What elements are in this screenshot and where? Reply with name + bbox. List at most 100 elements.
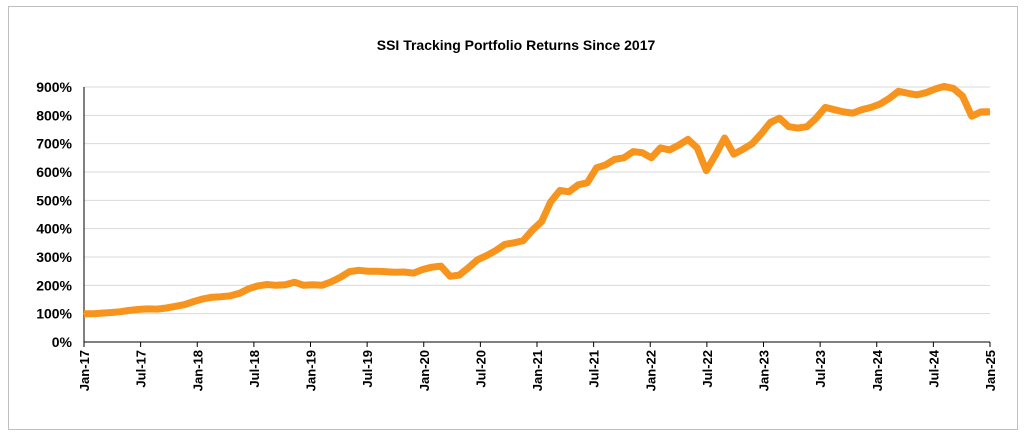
data-point [156,308,158,310]
data-point [202,298,204,300]
data-point [92,313,94,315]
data-point [330,281,332,283]
y-tick-label: 400% [36,221,72,237]
data-point [403,271,405,273]
data-point [852,112,854,114]
data-point [824,106,826,108]
data-point [751,143,753,145]
data-point [788,126,790,128]
data-point [257,285,259,287]
data-point [111,312,112,313]
data-point [175,305,176,307]
data-point [650,157,652,159]
data-point [870,106,872,108]
data-point [467,267,469,269]
data-point [687,138,689,140]
series-line [84,82,991,318]
data-point [229,295,231,297]
data-point [952,87,954,89]
x-axis-ticks: Jan-17 Jul-17 Jan-18 Jul-18 Jan-19 Jul-19 Jan-… [77,342,998,391]
data-point [678,144,680,146]
data-point [605,164,607,166]
data-point [550,201,552,203]
data-point [596,167,597,169]
y-tick-label: 900% [36,79,72,95]
data-point [367,270,369,272]
series-layer [83,82,991,318]
data-point [843,111,845,113]
data-point [660,147,661,149]
data-point [861,109,863,111]
y-tick-label: 300% [36,249,72,265]
data-point [239,292,241,294]
x-tick-label: Jul-19 [360,350,375,388]
y-axis-ticks: 0% 100% 200% 300% 400% 500% 600% 700% 800% 900% [36,79,72,350]
data-point [943,85,945,87]
data-point [577,184,579,186]
y-tick-label: 600% [36,164,72,180]
data-point [211,296,213,298]
data-point [962,95,963,97]
x-tick-label: Jan-24 [870,349,885,391]
x-tick-label: Jan-18 [190,350,205,391]
data-point [165,307,167,309]
data-point [632,151,634,153]
data-point [971,115,973,117]
data-point [321,284,323,286]
data-point [477,259,478,261]
data-point [879,103,881,105]
data-point [138,308,140,310]
data-point [101,312,103,314]
x-tick-label: Jan-22 [643,350,658,391]
data-point [422,269,424,270]
data-point [989,111,991,113]
x-tick-label: Jul-20 [473,350,488,388]
chart-frame [8,6,1018,430]
y-tick-label: 0% [52,334,73,350]
data-point [294,281,295,283]
data-point [522,240,524,242]
y-tick-label: 800% [36,107,72,123]
x-tick-label: Jan-17 [77,350,92,391]
data-point [449,275,451,277]
y-tick-label: 500% [36,192,72,208]
data-point [980,111,982,113]
data-point [815,117,817,119]
data-point [486,255,488,257]
data-point [440,265,442,267]
data-point [312,284,314,286]
data-point [220,296,222,298]
x-tick-label: Jul-18 [247,350,262,388]
data-point [431,266,433,268]
x-tick-label: Jul-17 [134,350,149,388]
data-point [458,274,460,276]
data-point [339,276,341,278]
data-point [376,270,378,272]
y-tick-label: 100% [36,306,72,322]
data-point [888,97,890,99]
data-point [531,229,533,231]
data-point [769,121,771,123]
data-point [760,133,762,135]
data-point [898,90,899,92]
data-point [147,308,149,310]
y-tick-label: 700% [36,136,72,152]
data-point [495,250,497,251]
x-tick-label: Jan-20 [417,350,432,391]
data-point [907,92,909,94]
data-point [541,221,543,223]
x-tick-label: Jul-22 [700,350,715,388]
data-point [696,147,698,149]
data-point [513,242,515,244]
x-tick-label: Jan-23 [757,350,772,391]
gridlines [83,86,990,343]
data-point [715,154,716,156]
data-point [184,304,186,306]
data-point [779,117,780,119]
data-point [413,272,414,274]
data-point [925,92,927,94]
data-point [284,284,286,286]
data-point [385,271,387,273]
data-point [623,157,625,159]
